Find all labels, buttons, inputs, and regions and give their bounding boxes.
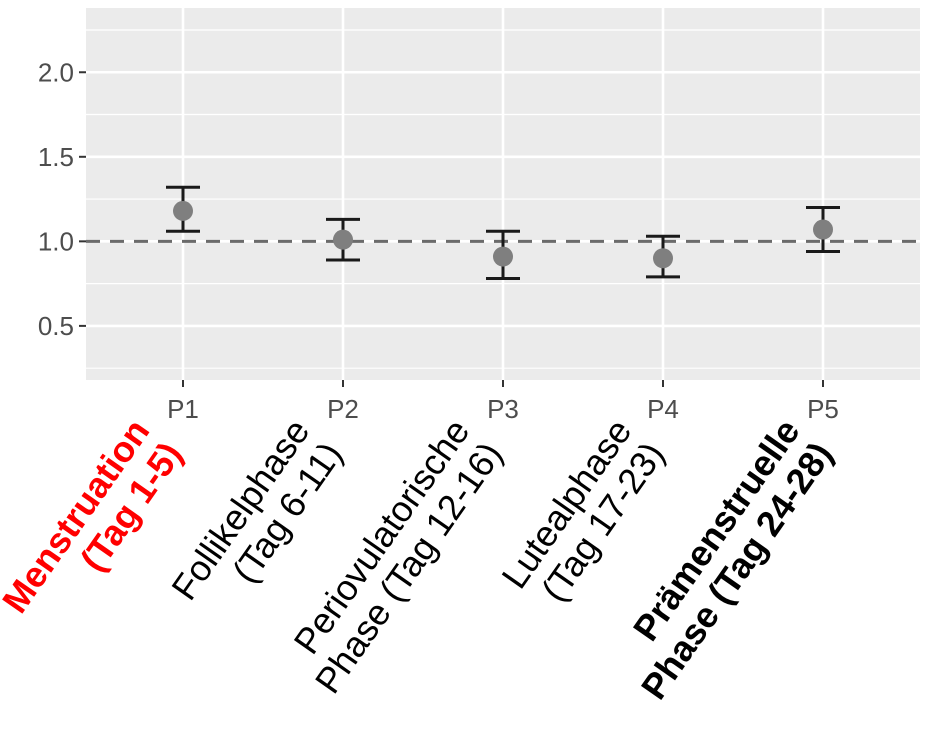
x-tick-label-P2: P2	[327, 394, 359, 424]
y-axis: 0.5 1.0 1.5 2.0	[38, 57, 86, 341]
y-tick-label: 0.5	[38, 311, 74, 341]
point-P3	[493, 246, 513, 267]
point-P4	[653, 248, 673, 269]
point-P1	[173, 200, 193, 221]
y-tick-label: 1.0	[38, 226, 74, 256]
x-tick-label-P3: P3	[487, 394, 519, 424]
point-P2	[333, 229, 353, 250]
x-tick-label-P5: P5	[807, 394, 839, 424]
data-points	[173, 200, 833, 269]
y-tick-label: 1.5	[38, 142, 74, 172]
y-tick-label: 2.0	[38, 57, 74, 87]
x-axis: P1 P2 P3 P4 P5	[167, 380, 839, 424]
x-tick-label-P1: P1	[167, 394, 199, 424]
x-tick-label-P4: P4	[647, 394, 679, 424]
point-P5	[813, 219, 833, 240]
error-bars	[166, 185, 840, 281]
